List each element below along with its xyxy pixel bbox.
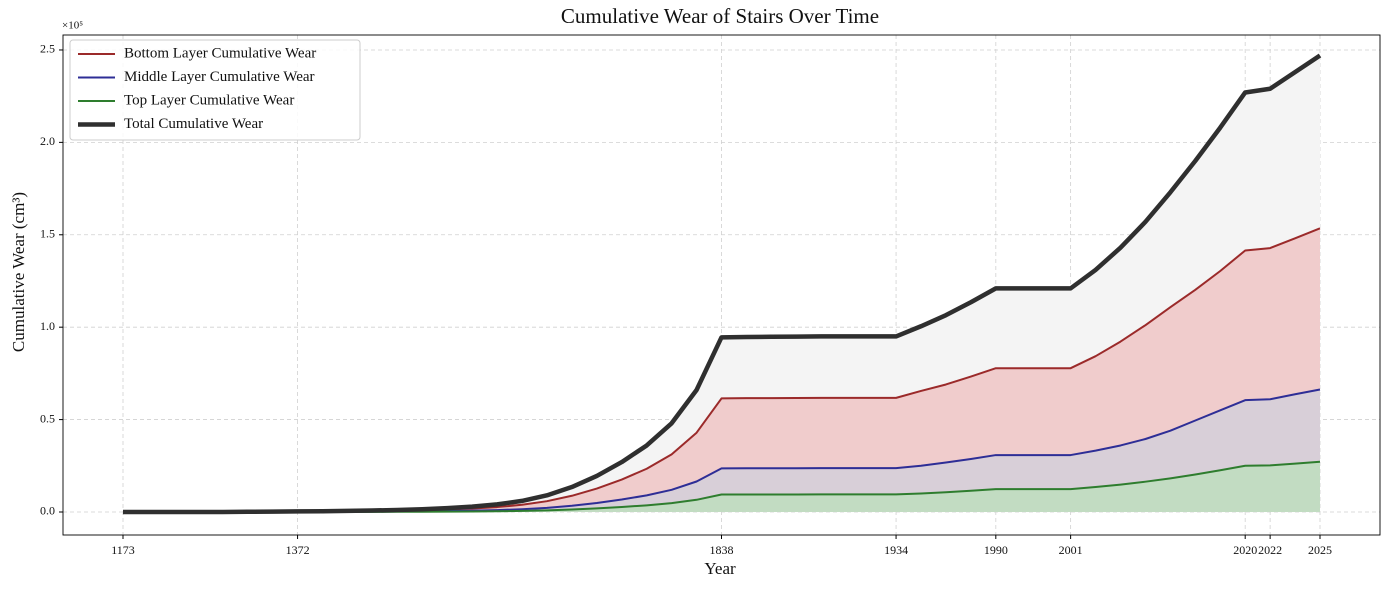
x-tick-label: 2022: [1258, 543, 1282, 557]
y-tick-label: 2.0: [40, 134, 55, 148]
series-line: [123, 53, 1322, 515]
x-tick-label: 2020: [1233, 543, 1257, 557]
legend-label: Total Cumulative Wear: [124, 116, 263, 132]
y-tick-label: 1.5: [40, 227, 55, 241]
x-tick-label: 2025: [1308, 543, 1332, 557]
area-fill: [123, 228, 1320, 512]
y-tick-label: 0.5: [40, 411, 55, 425]
legend-label: Top Layer Cumulative Wear: [124, 92, 294, 108]
legend-box: [69, 39, 361, 141]
y-offset-label: ×10⁵: [62, 20, 83, 32]
x-tick-label: 1372: [286, 543, 310, 557]
y-axis-label: Cumulative Wear (cm³): [9, 192, 28, 352]
y-tick-label: 2.5: [40, 42, 55, 56]
legend: Bottom Layer Cumulative Wear Middle Layer…: [69, 39, 361, 141]
legend-label: Bottom Layer Cumulative Wear: [124, 45, 316, 61]
x-tick-label: 2001: [1059, 543, 1083, 557]
x-tick-label: 1934: [884, 543, 908, 557]
area-fill: [123, 461, 1320, 512]
x-tick-label: 1838: [710, 543, 734, 557]
x-tick-label: 1990: [984, 543, 1008, 557]
x-axis-label: Year: [704, 559, 736, 578]
chart-title: Cumulative Wear of Stairs Over Time: [561, 4, 879, 28]
x-tick-label: 1173: [111, 543, 135, 557]
legend-label: Middle Layer Cumulative Wear: [124, 69, 315, 85]
area-fill: [123, 389, 1320, 512]
y-tick-label: 1.0: [40, 319, 55, 333]
y-tick-label: 0.0: [40, 504, 55, 518]
